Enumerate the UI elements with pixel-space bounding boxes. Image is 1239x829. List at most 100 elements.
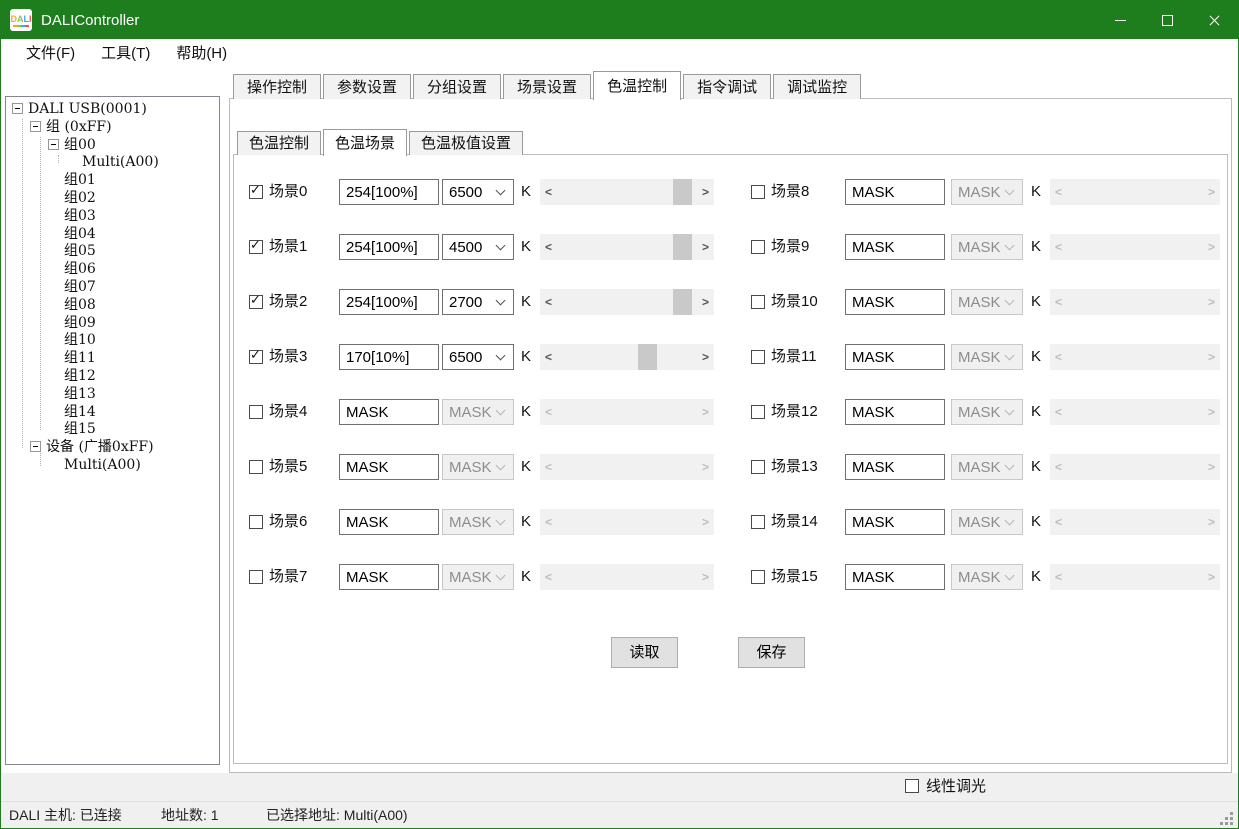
tree-expand-icon[interactable] [48,138,59,150]
minimize-button[interactable] [1097,1,1144,39]
scrollbar-track[interactable] [557,234,697,260]
scrollbar-track[interactable] [1067,289,1203,315]
scene-colortemp-dropdown[interactable]: MASK [951,399,1023,425]
scene-checkbox[interactable] [751,515,765,529]
scrollbar-right-arrow-icon[interactable] [1203,289,1220,315]
scene-brightness-input[interactable] [339,289,439,315]
tree-item-label[interactable]: 组03 [64,207,96,224]
scrollbar-track[interactable] [1067,509,1203,535]
scene-brightness-input[interactable] [845,564,945,590]
scrollbar-right-arrow-icon[interactable] [1203,509,1220,535]
tree-expand-icon[interactable] [30,120,41,132]
scene-brightness-input[interactable] [339,509,439,535]
scene-colortemp-dropdown[interactable]: MASK [951,234,1023,260]
subtab-color-temp-control[interactable]: 色温控制 [237,131,322,155]
scene-colortemp-dropdown[interactable]: MASK [442,399,514,425]
scrollbar-left-arrow-icon[interactable] [1050,179,1067,205]
subtab-color-temp-limits[interactable]: 色温极值设置 [409,131,524,155]
tree-item-label[interactable]: 组10 [64,332,96,349]
scrollbar-left-arrow-icon[interactable] [1050,509,1067,535]
scene-brightness-input[interactable] [845,454,945,480]
scene-colortemp-dropdown[interactable]: 2700 [442,289,514,315]
tab-grouping-settings[interactable]: 分组设置 [413,74,502,99]
tree-item-label[interactable]: 组06 [64,261,96,278]
scene-scrollbar[interactable] [540,509,714,535]
scene-scrollbar[interactable] [1050,454,1220,480]
tree-item-label[interactable]: 组09 [64,314,96,331]
menu-help[interactable]: 帮助(H) [176,45,228,62]
linear-dimming-checkbox[interactable] [905,779,919,793]
scene-checkbox[interactable] [249,515,263,529]
scene-checkbox[interactable] [249,183,263,199]
scene-scrollbar[interactable] [1050,289,1220,315]
scene-brightness-input[interactable] [845,289,945,315]
scrollbar-right-arrow-icon[interactable] [1203,564,1220,590]
scene-brightness-input[interactable] [845,344,945,370]
scene-checkbox[interactable] [249,348,263,364]
scrollbar-thumb[interactable] [673,179,693,205]
tree-expand-icon[interactable] [30,441,41,453]
scrollbar-left-arrow-icon[interactable] [1050,454,1067,480]
menu-file[interactable]: 文件(F) [26,45,76,62]
scene-checkbox[interactable] [751,185,765,199]
scrollbar-track[interactable] [1067,399,1203,425]
scene-colortemp-dropdown[interactable]: MASK [442,564,514,590]
scene-brightness-input[interactable] [339,399,439,425]
scene-checkbox[interactable] [249,405,263,419]
tree-expand-icon[interactable] [12,103,23,114]
scene-colortemp-dropdown[interactable]: MASK [951,179,1023,205]
scene-scrollbar[interactable] [540,564,714,590]
tree-item-label[interactable]: 组11 [64,350,96,367]
subtab-color-temp-scene[interactable]: 色温场景 [323,129,408,156]
scrollbar-track[interactable] [557,289,697,315]
scene-checkbox[interactable] [751,570,765,584]
tree-item-label[interactable]: 组08 [64,296,96,313]
scene-colortemp-dropdown[interactable]: 6500 [442,344,514,370]
tab-parameter-settings[interactable]: 参数设置 [323,74,412,99]
tree-item-label[interactable]: 组 (0xFF) [46,118,112,135]
scene-brightness-input[interactable] [339,454,439,480]
scene-checkbox[interactable] [751,460,765,474]
close-button[interactable] [1191,1,1238,39]
tree-item-label[interactable]: 组14 [64,403,96,420]
scene-scrollbar[interactable] [1050,234,1220,260]
scene-colortemp-dropdown[interactable]: 6500 [442,179,514,205]
scene-scrollbar[interactable] [540,289,714,315]
scene-colortemp-dropdown[interactable]: MASK [951,344,1023,370]
scrollbar-left-arrow-icon[interactable] [1050,289,1067,315]
scene-scrollbar[interactable] [540,234,714,260]
tree-item-label[interactable]: DALI USB(0001) [28,101,147,117]
tree-item-label[interactable]: 组15 [64,421,96,438]
tab-scene-settings[interactable]: 场景设置 [503,74,592,99]
scrollbar-right-arrow-icon[interactable] [1203,344,1220,370]
scene-scrollbar[interactable] [1050,509,1220,535]
scene-checkbox[interactable] [751,405,765,419]
scrollbar-left-arrow-icon[interactable] [1050,399,1067,425]
scene-colortemp-dropdown[interactable]: MASK [951,454,1023,480]
read-button[interactable]: 读取 [611,637,678,668]
tree-item-label[interactable]: 组12 [64,367,96,384]
scene-scrollbar[interactable] [1050,179,1220,205]
tab-color-temp-control[interactable]: 色温控制 [593,71,682,100]
scrollbar-track[interactable] [557,179,697,205]
maximize-button[interactable] [1144,1,1191,39]
tree-item-label[interactable]: Multi(A00) [64,456,141,473]
tree-item-label[interactable]: 组00 [64,136,96,153]
scene-scrollbar[interactable] [1050,564,1220,590]
scene-brightness-input[interactable] [845,509,945,535]
scene-brightness-input[interactable] [339,344,439,370]
tree-item-label[interactable]: 组04 [64,225,96,242]
scene-brightness-input[interactable] [845,179,945,205]
tree-item-label[interactable]: 组02 [64,189,96,206]
scrollbar-right-arrow-icon[interactable] [1203,399,1220,425]
scene-colortemp-dropdown[interactable]: MASK [951,564,1023,590]
scrollbar-left-arrow-icon[interactable] [1050,344,1067,370]
scene-checkbox[interactable] [249,293,263,309]
scrollbar-track[interactable] [1067,564,1203,590]
scrollbar-right-arrow-icon[interactable] [1203,179,1220,205]
tab-debug-monitor[interactable]: 调试监控 [773,74,862,99]
scene-brightness-input[interactable] [845,234,945,260]
resize-grip[interactable] [1230,822,1233,825]
scene-checkbox[interactable] [751,295,765,309]
scene-scrollbar[interactable] [540,454,714,480]
